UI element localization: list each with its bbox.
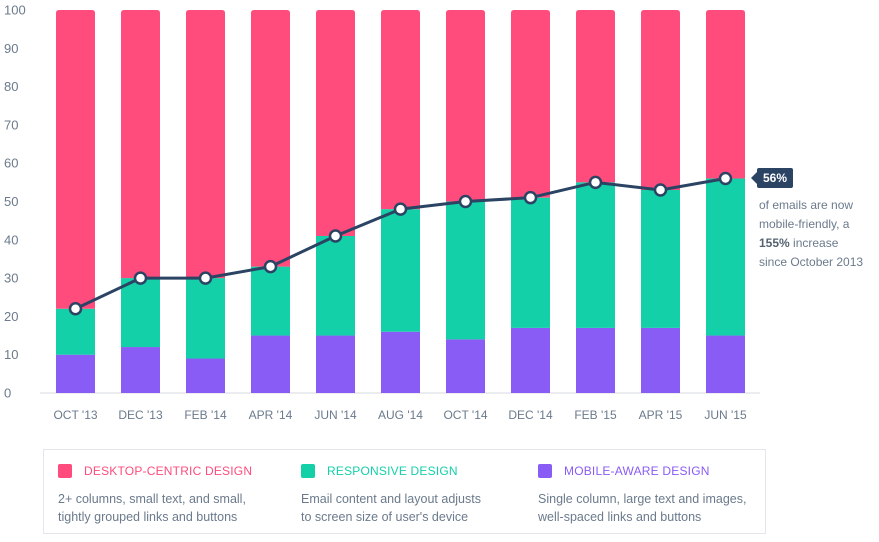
- y-tick-label-100: 100: [4, 3, 26, 18]
- legend-item-desktop: DESKTOP-CENTRIC DESIGN 2+ columns, small…: [58, 462, 283, 526]
- y-tick-label-90: 90: [4, 41, 18, 56]
- bar-responsive-design-1: [121, 278, 160, 348]
- bars: [56, 10, 745, 393]
- bar-responsive-design-10: [706, 178, 745, 336]
- line-point-1: [133, 271, 148, 285]
- callout-value-badge: 56%: [750, 168, 794, 188]
- bar-desktop-centric-design-6: [446, 10, 485, 202]
- y-tick-label-10: 10: [4, 347, 18, 362]
- bar-desktop-centric-design-4: [316, 10, 355, 236]
- bar-desktop-centric-design-1: [121, 10, 160, 279]
- x-axis: OCT '13 DEC '13 FEB '14 APR '14 JUN '14 AUG '…: [53, 408, 747, 422]
- bar-mobile-aware-design-6: [446, 339, 485, 393]
- x-tick-label-10: JUN '15: [704, 408, 747, 422]
- bar-mobile-aware-design-8: [576, 327, 615, 393]
- bar-mobile-aware-design-3: [251, 335, 290, 393]
- callout-line-3: 155% increase: [759, 234, 879, 253]
- mobile-friendly-line: [68, 171, 733, 316]
- line-point-2: [198, 271, 213, 285]
- legend-desc-mobile-aware-1: Single column, large text and images,: [538, 492, 747, 506]
- bar-mobile-aware-design-5: [381, 331, 420, 393]
- y-axis: 0 10 20 30 40 50 60 70 80 90 100: [4, 3, 26, 401]
- bar-mobile-aware-design-7: [511, 327, 550, 393]
- bar-responsive-design-6: [446, 201, 485, 340]
- bar-responsive-design-0: [56, 308, 95, 355]
- bar-desktop-centric-design-10: [706, 10, 745, 179]
- callout-line-1: of emails are now: [759, 198, 854, 212]
- y-tick-label-0: 0: [4, 386, 11, 401]
- legend-title-mobile-aware: MOBILE-AWARE DESIGN: [564, 464, 710, 478]
- line-point-7: [523, 190, 538, 205]
- x-tick-label-0: OCT '13: [53, 408, 97, 422]
- legend-title-desktop: DESKTOP-CENTRIC DESIGN: [84, 464, 253, 478]
- line-point-10: [718, 171, 733, 186]
- y-tick-label-30: 30: [4, 271, 18, 286]
- x-tick-label-8: FEB '15: [574, 408, 617, 422]
- bar-desktop-centric-design-5: [381, 10, 420, 210]
- y-tick-label-60: 60: [4, 156, 18, 171]
- x-tick-label-2: FEB '14: [184, 408, 227, 422]
- bar-responsive-design-5: [381, 209, 420, 332]
- callout-bold-percent: 155%: [759, 236, 790, 250]
- bar-mobile-aware-design-4: [316, 335, 355, 393]
- bar-responsive-design-2: [186, 278, 225, 359]
- legend-swatch-responsive: [301, 464, 315, 478]
- bar-mobile-aware-design-9: [641, 327, 680, 393]
- line-point-6: [458, 194, 473, 209]
- line-point-5: [393, 202, 408, 216]
- y-tick-label-20: 20: [4, 309, 18, 324]
- y-tick-label-50: 50: [4, 194, 18, 209]
- bar-desktop-centric-design-3: [251, 10, 290, 267]
- y-tick-label-40: 40: [4, 232, 18, 247]
- legend-desc-mobile-aware-2: well-spaced links and buttons: [538, 510, 702, 524]
- bar-desktop-centric-design-2: [186, 10, 225, 279]
- x-tick-label-4: JUN '14: [314, 408, 357, 422]
- bar-mobile-aware-design-1: [121, 347, 160, 393]
- legend-title-responsive: RESPONSIVE DESIGN: [327, 464, 458, 478]
- legend: DESKTOP-CENTRIC DESIGN 2+ columns, small…: [43, 449, 766, 534]
- legend-item-mobile-aware: MOBILE-AWARE DESIGN Single column, large…: [538, 462, 763, 526]
- legend-desc-desktop-2: tightly grouped links and buttons: [58, 510, 238, 524]
- x-tick-label-6: OCT '14: [443, 408, 487, 422]
- legend-swatch-mobile-aware: [538, 464, 552, 478]
- line-point-9: [653, 183, 668, 197]
- bar-responsive-design-8: [576, 182, 615, 328]
- bar-responsive-design-4: [316, 235, 355, 336]
- bar-responsive-design-3: [251, 266, 290, 336]
- legend-desc-responsive-1: Email content and layout adjusts: [301, 492, 481, 506]
- callout-line-2: mobile-friendly, a: [759, 217, 850, 231]
- line-point-0: [68, 301, 83, 316]
- callout-line-4: since October 2013: [759, 255, 864, 269]
- line-point-8: [588, 175, 603, 190]
- bar-desktop-centric-design-7: [511, 10, 550, 198]
- bar-mobile-aware-design-2: [186, 358, 225, 393]
- callout-line-3-rest: increase: [789, 236, 839, 250]
- x-tick-label-9: APR '15: [639, 408, 683, 422]
- line-point-3: [263, 259, 278, 274]
- legend-desc-responsive-2: to screen size of user's device: [301, 510, 469, 524]
- callout-text: of emails are now mobile-friendly, a 155…: [759, 196, 879, 272]
- legend-swatch-desktop: [58, 464, 72, 478]
- x-tick-label-7: DEC '14: [508, 408, 553, 422]
- bar-desktop-centric-design-9: [641, 10, 680, 191]
- bar-mobile-aware-design-10: [706, 335, 745, 393]
- legend-item-responsive: RESPONSIVE DESIGN Email content and layo…: [301, 462, 526, 526]
- line-point-4: [328, 229, 343, 243]
- x-tick-label-3: APR '14: [249, 408, 293, 422]
- y-tick-label-70: 70: [4, 117, 18, 132]
- bar-responsive-design-9: [641, 190, 680, 328]
- bar-mobile-aware-design-0: [56, 354, 95, 393]
- bar-desktop-centric-design-0: [56, 10, 95, 309]
- bar-responsive-design-7: [511, 197, 550, 328]
- bar-desktop-centric-design-8: [576, 10, 615, 183]
- stacked-bar-chart: 0 10 20 30 40 50 60 70 80 90 100 OCT '13 DEC '13 FEB…: [4, 3, 760, 422]
- y-tick-label-80: 80: [4, 79, 18, 94]
- legend-desc-desktop-1: 2+ columns, small text, and small,: [58, 492, 246, 506]
- x-tick-label-5: AUG '14: [378, 408, 423, 422]
- x-tick-label-1: DEC '13: [118, 408, 163, 422]
